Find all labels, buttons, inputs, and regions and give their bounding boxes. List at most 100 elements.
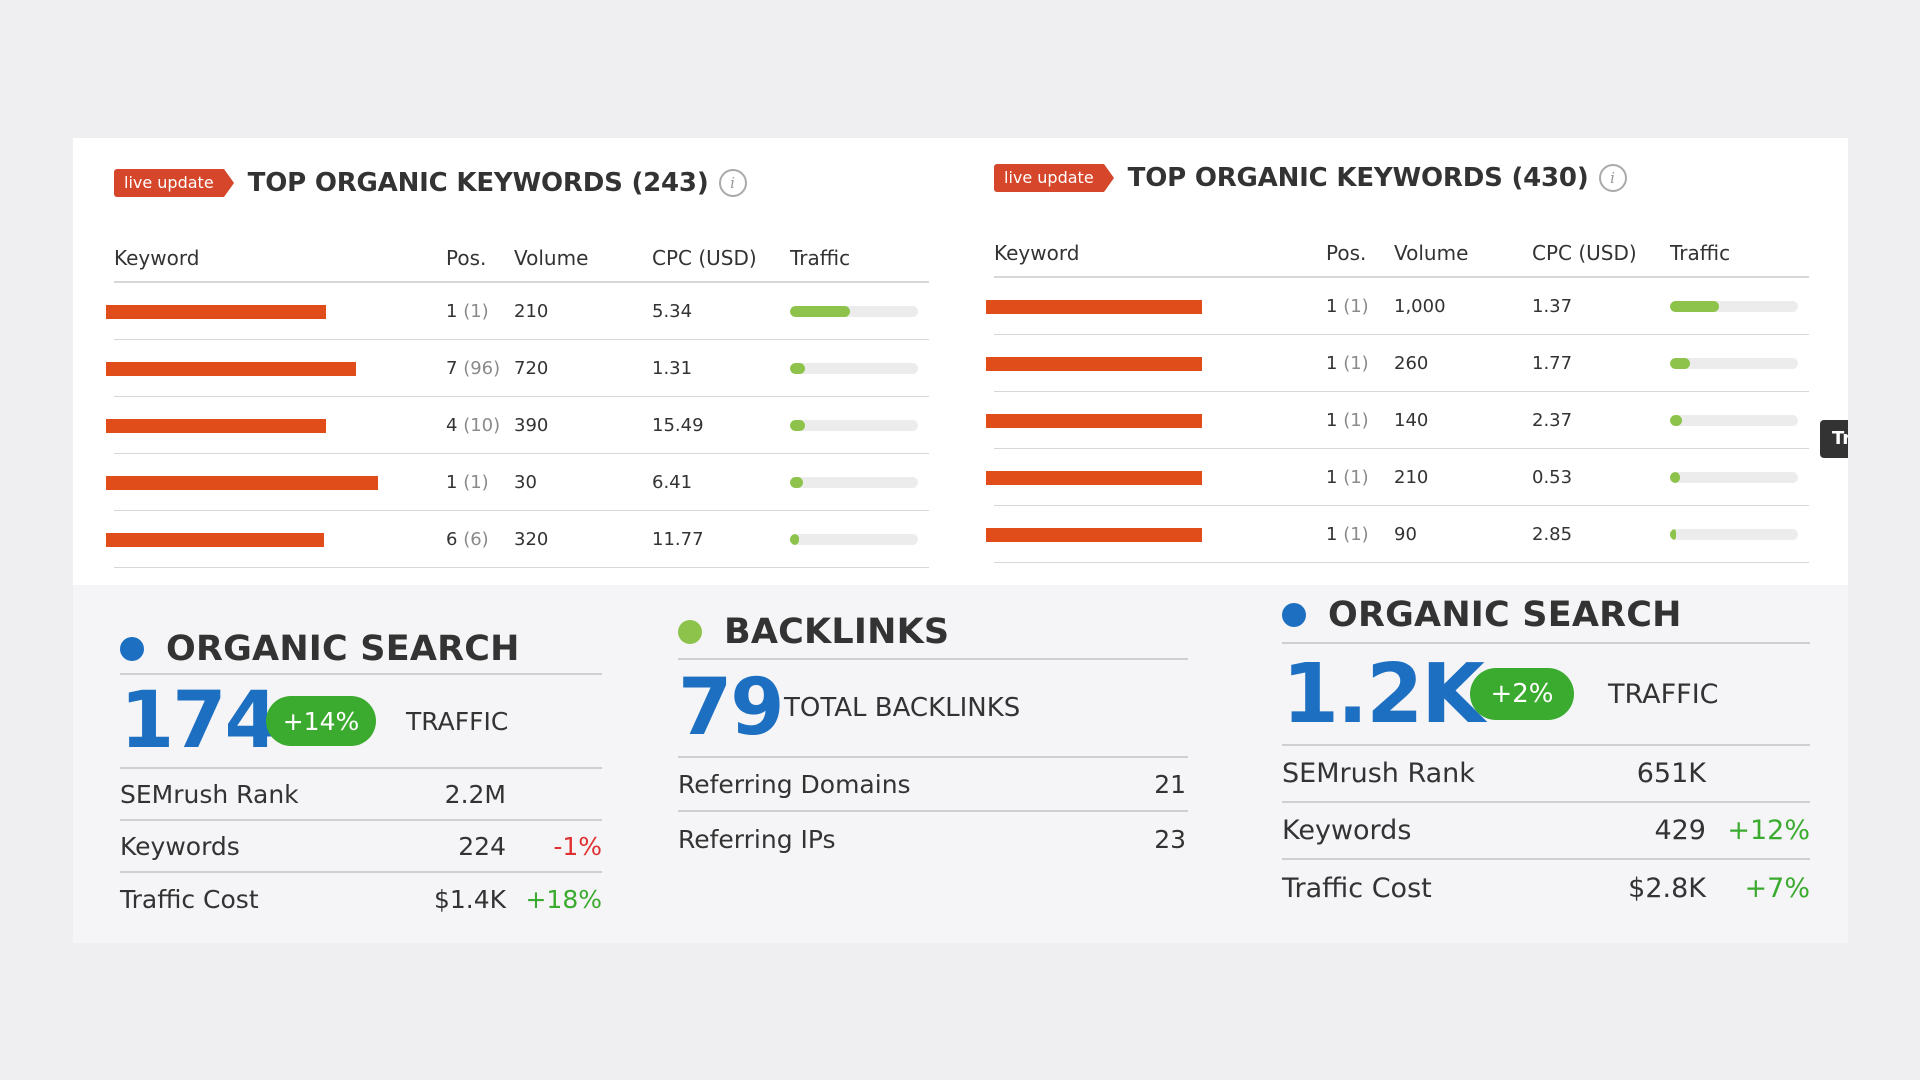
side-feedback-tab[interactable]: Tr (1820, 420, 1848, 458)
volume-cell: 140 (1394, 409, 1429, 431)
traffic-bar-fill (1670, 300, 1719, 312)
traffic-bar (790, 419, 918, 431)
col-volume[interactable]: Volume (514, 246, 589, 270)
traffic-change-badge: +14% (266, 696, 376, 746)
col-cpc[interactable]: CPC (USD) (1532, 241, 1637, 265)
traffic-label: TRAFFIC (406, 706, 509, 736)
keyword-link-redacted[interactable] (986, 465, 1202, 485)
keyword-cell (986, 408, 1326, 433)
traffic-label: TRAFFIC (1608, 678, 1719, 710)
keyword-link-redacted[interactable] (986, 351, 1202, 371)
keyword-link-redacted[interactable] (106, 470, 378, 490)
metric-value[interactable]: $1.4K (433, 884, 506, 914)
traffic-row: 1.2K +2% TRAFFIC (1282, 644, 1810, 746)
volume-cell: 260 (1394, 352, 1429, 374)
keywords-table: Keyword Pos. Volume CPC (USD) Traffic 1 … (106, 235, 929, 568)
traffic-value[interactable]: 174 (120, 676, 279, 766)
table-row: 1 (1) 210 5.34 (106, 283, 929, 340)
widget-title: ORGANIC SEARCH (1328, 595, 1682, 635)
redaction-bar (106, 304, 326, 319)
traffic-bar-fill (790, 305, 851, 317)
volume-cell: 210 (514, 300, 549, 322)
keyword-link-redacted[interactable] (106, 299, 326, 319)
position-cell: 1 (1) (446, 472, 514, 493)
table-row: 1 (1) 210 0.53 (986, 449, 1809, 506)
col-traffic[interactable]: Traffic (790, 246, 851, 270)
total-backlinks-value[interactable]: 79 (678, 663, 785, 753)
metric-value[interactable]: 21 (1154, 769, 1186, 799)
volume-cell: 210 (1394, 466, 1429, 488)
info-icon[interactable]: i (1598, 164, 1627, 192)
traffic-cost-row: Traffic Cost $2.8K +7% (1282, 860, 1810, 917)
metric-value[interactable]: 651K (1636, 758, 1706, 789)
col-volume[interactable]: Volume (1394, 241, 1469, 265)
keyword-link-redacted[interactable] (986, 522, 1202, 542)
redaction-bar (106, 361, 356, 376)
keyword-link-redacted[interactable] (106, 356, 356, 376)
traffic-bar-fill (790, 533, 799, 545)
traffic-value[interactable]: 1.2K (1282, 646, 1485, 742)
position-value: 1 (1326, 295, 1338, 317)
redaction-bar (106, 418, 326, 433)
keyword-link-redacted[interactable] (106, 413, 326, 433)
table-row: 1 (1) 1,000 1.37 (986, 278, 1809, 335)
keyword-link-redacted[interactable] (986, 408, 1202, 428)
keyword-cell (986, 465, 1326, 490)
metric-value[interactable]: 224 (458, 831, 506, 861)
traffic-cell (790, 305, 929, 317)
table-header: Keyword Pos. Volume CPC (USD) Traffic (994, 230, 1809, 278)
col-position[interactable]: Pos. (1326, 241, 1367, 265)
position-value: 1 (1326, 352, 1338, 374)
organic-search-widget-left: ORGANIC SEARCH 174 +14% TRAFFIC SEMrush … (120, 625, 602, 925)
metric-value[interactable]: 23 (1154, 824, 1186, 854)
redaction-bar (986, 356, 1202, 371)
position-value: 1 (1326, 466, 1338, 488)
live-update-badge: live update (114, 169, 234, 197)
total-backlinks-row: 79 TOTAL BACKLINKS (678, 660, 1188, 758)
previous-position: (10) (463, 414, 501, 436)
table-row: 6 (6) 320 11.77 (106, 511, 929, 568)
volume-cell: 90 (1394, 523, 1417, 545)
previous-position: (6) (463, 528, 489, 550)
cpc-cell: 6.41 (652, 471, 693, 493)
position-cell: 1 (1) (1326, 467, 1394, 488)
cpc-cell: 2.85 (1532, 523, 1573, 545)
col-keyword[interactable]: Keyword (114, 246, 200, 270)
traffic-cell (1670, 471, 1809, 483)
col-traffic[interactable]: Traffic (1670, 241, 1731, 265)
volume-cell: 1,000 (1394, 295, 1446, 317)
col-keyword[interactable]: Keyword (994, 241, 1080, 265)
redaction-bar (106, 475, 378, 490)
col-position[interactable]: Pos. (446, 246, 487, 270)
col-cpc[interactable]: CPC (USD) (652, 246, 757, 270)
cpc-cell: 5.34 (652, 300, 693, 322)
keyword-cell (106, 299, 446, 324)
metric-value[interactable]: $2.8K (1628, 873, 1706, 904)
metric-label: Keywords (1282, 815, 1412, 846)
table-row: 1 (1) 30 6.41 (106, 454, 929, 511)
traffic-cell (1670, 300, 1809, 312)
metric-label: Referring Domains (678, 769, 911, 799)
cpc-cell: 1.31 (652, 357, 693, 379)
widget-title: TOP ORGANIC KEYWORDS (430) (1127, 163, 1589, 193)
metric-value[interactable]: 429 (1654, 815, 1706, 846)
traffic-cell (1670, 528, 1809, 540)
keyword-link-redacted[interactable] (986, 294, 1202, 314)
overview-panel (73, 585, 1848, 943)
position-value: 7 (446, 357, 458, 379)
traffic-bar-fill (1670, 528, 1677, 540)
position-cell: 1 (1) (1326, 353, 1394, 374)
previous-position: (96) (463, 357, 501, 379)
cpc-cell: 1.77 (1532, 352, 1573, 374)
position-value: 1 (1326, 409, 1338, 431)
keyword-link-redacted[interactable] (106, 527, 324, 547)
traffic-bar (1670, 471, 1798, 483)
metric-value[interactable]: 2.2M (444, 779, 506, 809)
position-value: 1 (1326, 523, 1338, 545)
info-icon[interactable]: i (718, 169, 747, 197)
metric-delta: +7% (1744, 873, 1810, 904)
widget-title: ORGANIC SEARCH (166, 629, 520, 669)
traffic-bar (790, 362, 918, 374)
keyword-cell (106, 470, 446, 495)
position-cell: 1 (1) (1326, 524, 1394, 545)
